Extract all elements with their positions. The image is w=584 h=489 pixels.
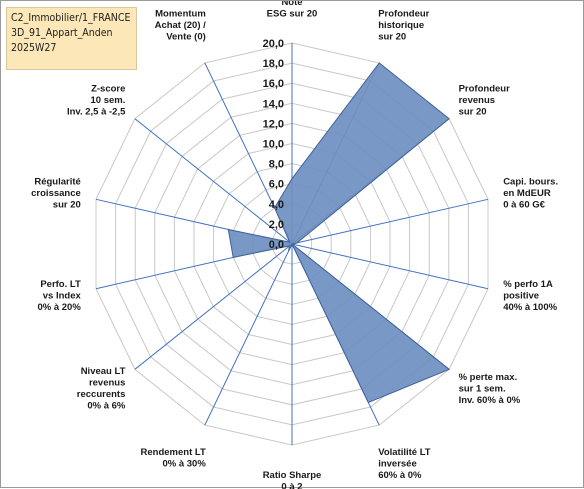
axis-label-line: sur 1 sem. (459, 383, 506, 394)
axis-label-line: Niveau LT (81, 366, 126, 377)
axis-label-line: Inv. 2,5 à -2,5 (67, 107, 126, 118)
axis-label-line: reccurents (77, 389, 126, 400)
tick-label: 6,0 (269, 179, 284, 191)
tick-label: 10,0 (263, 139, 284, 151)
axis-label-line: Perfo. LT (40, 279, 81, 290)
axis-label-line: Inv. 60% à 0% (459, 395, 521, 406)
axis-label-line: en MdEUR (503, 188, 551, 199)
axis-label-line: 40% à 100% (503, 302, 557, 313)
tick-label: 0,0 (269, 239, 284, 251)
axis-label-line: historique (378, 20, 424, 31)
axis-label-line: Régularité (34, 176, 80, 187)
tick-label: 8,0 (269, 159, 284, 171)
tick-label: 12,0 (263, 118, 284, 130)
axis-label-line: croissance (31, 188, 81, 199)
axis-label-line: 0% à 6% (87, 401, 126, 412)
axis-label-line: Momentum (155, 8, 206, 19)
axis-label-line: Ratio Sharpe (263, 470, 322, 481)
axis-label-line: ESG sur 20 (267, 9, 318, 20)
axis-label-line: % perte max. (459, 372, 518, 383)
tick-label: 2,0 (269, 219, 284, 231)
axis-label-line: 0 à 60 G€ (503, 199, 545, 210)
axis-label-line: 0% à 30% (162, 459, 206, 470)
axis-label-line: vs Index (43, 291, 82, 302)
axis-label-line: positive (503, 291, 539, 302)
axis-label-line: sur 20 (459, 107, 487, 118)
axis-label-line: 60% à 0% (378, 470, 422, 481)
axis-label-line: sur 20 (378, 31, 406, 42)
axis-label-line: Z-score (91, 84, 125, 95)
axis-label-line: 0% à 20% (37, 302, 81, 313)
axis-label-line: 10 sem. (91, 95, 126, 106)
axis-label-line: Vente (0) (166, 31, 206, 42)
axis-label-line: inversée (378, 459, 417, 470)
axis-spoke (135, 244, 292, 369)
axis-label-line: revenus (459, 95, 495, 106)
axis-label-line: Achat (20) / (155, 20, 207, 31)
axis-label-line: Volatilité LT (378, 447, 431, 458)
tick-label: 4,0 (269, 199, 284, 211)
axis-label-line: Profondeur (378, 8, 429, 19)
axis-label-line: % perfo 1A (503, 279, 553, 290)
axis-label: % perte max.sur 1 sem.Inv. 60% à 0% (459, 372, 521, 406)
axis-label-line: Profondeur (459, 84, 510, 95)
tick-label: 20,0 (263, 38, 284, 50)
tick-label: 18,0 (263, 58, 284, 70)
axis-label-line: revenus (89, 378, 125, 389)
axis-label-line: Rendement LT (141, 447, 206, 458)
tick-label: 14,0 (263, 98, 284, 110)
tick-label: 16,0 (263, 78, 284, 90)
axis-label-line: Capi. bours. (503, 176, 558, 187)
axis-label-line: Note (281, 1, 302, 8)
axis-label-line: sur 20 (53, 199, 81, 210)
